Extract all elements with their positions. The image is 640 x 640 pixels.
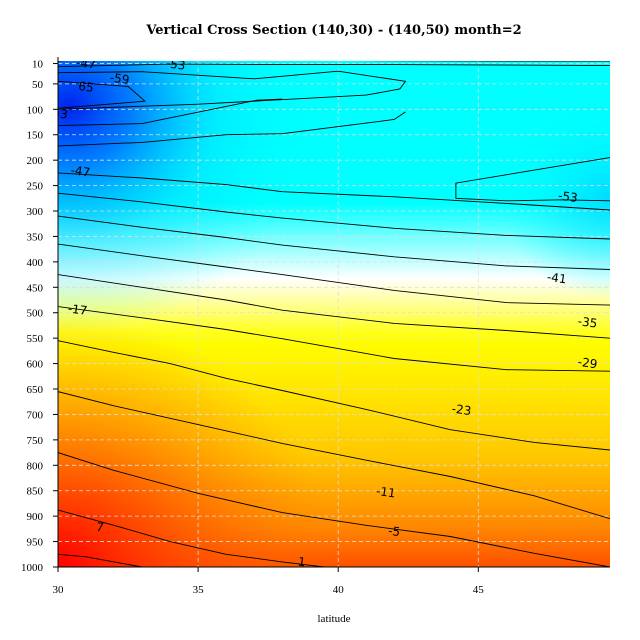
y-tick-label: 50 <box>32 79 44 91</box>
contour-label: -35 <box>577 314 598 331</box>
contour-label: -41 <box>546 270 567 287</box>
y-tick-label: 500 <box>27 308 44 320</box>
x-tick-label: 45 <box>473 584 485 596</box>
contour-label: -59 <box>109 71 130 88</box>
y-tick-label: 300 <box>27 206 44 218</box>
y-tick-label: 950 <box>27 537 44 549</box>
contour-line <box>58 340 610 451</box>
grid <box>58 61 610 567</box>
plot-area: -59 65 -53 -53 -53 -47 -47 -41 -35 -29 -23 -17 -11 -5… <box>47 55 610 569</box>
contour-line <box>58 243 610 306</box>
y-tick-label: 850 <box>27 486 44 498</box>
x-tick-label: 40 <box>333 584 345 596</box>
contour-label: -11 <box>375 484 396 501</box>
y-tick-label: 750 <box>27 435 44 447</box>
y-tick-label: 600 <box>27 359 44 371</box>
contour-line <box>58 391 610 520</box>
contour-label: -47 <box>75 55 96 72</box>
y-tick-label: 800 <box>27 460 44 472</box>
contour-label: -23 <box>451 402 472 419</box>
contour-line <box>58 553 143 567</box>
y-tick-label: 350 <box>27 231 44 243</box>
x-tick-label: 35 <box>193 584 205 596</box>
contour-label: -29 <box>577 355 598 372</box>
y-tick-label: 1000 <box>21 562 44 574</box>
y-tick-label: 550 <box>27 333 44 345</box>
y-tick-label: 250 <box>27 181 44 193</box>
contour-label: 65 <box>77 79 94 95</box>
contour-line <box>58 509 325 567</box>
contour-label: -53 <box>557 188 578 205</box>
contour-label: 7 <box>95 520 105 535</box>
contour-line <box>58 111 406 147</box>
contour-lines: -59 65 -53 -53 -53 -47 -47 -41 -35 -29 -23 -17 -11 -5… <box>47 55 610 569</box>
contour-line <box>58 80 146 109</box>
y-tick-label: 900 <box>27 511 44 523</box>
contour-line <box>58 215 610 270</box>
contour-line <box>58 192 610 240</box>
contour-line <box>58 274 610 339</box>
contour-label: -47 <box>70 163 91 180</box>
x-tick-label: 30 <box>53 584 65 596</box>
y-tick-label: 450 <box>27 282 44 294</box>
contour-line <box>455 157 610 202</box>
x-axis-label: latitude <box>318 613 351 625</box>
contour-label: 1 <box>297 554 307 569</box>
contour-label: -53 <box>165 56 186 73</box>
y-tick-label: 100 <box>27 104 44 116</box>
chart-title: Vertical Cross Section (140,30) - (140,5… <box>145 23 521 38</box>
y-tick-label: 400 <box>27 257 44 269</box>
contour-line <box>58 98 283 127</box>
y-tick-label: 650 <box>27 384 44 396</box>
axes <box>57 57 610 568</box>
y-tick-label: 150 <box>27 130 44 142</box>
contour-line <box>58 172 610 211</box>
contour-line <box>58 306 610 372</box>
contour-label: -53 <box>47 105 68 122</box>
contour-line <box>58 452 610 567</box>
contour-line <box>58 61 610 62</box>
y-tick-label: 200 <box>27 155 44 167</box>
y-tick-label: 700 <box>27 409 44 421</box>
contour-line <box>58 63 610 68</box>
x-ticks: 30 35 40 45 <box>53 567 485 596</box>
hot-core-shading <box>58 61 610 567</box>
contour-label: -17 <box>67 301 88 318</box>
y-tick-label: 10 <box>32 59 44 71</box>
contour-label: -5 <box>387 524 401 540</box>
y-ticks: 10 50 100 150 200 250 300 350 400 450 500 550 600 650… <box>21 59 58 574</box>
